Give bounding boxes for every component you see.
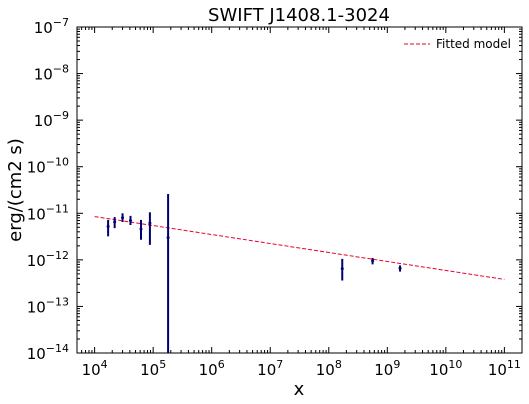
y-tick-label: 10−8 xyxy=(34,63,69,84)
data-marker xyxy=(113,220,117,224)
data-marker xyxy=(398,266,402,270)
y-tick-label: 10−10 xyxy=(27,156,69,177)
data-marker xyxy=(128,218,132,222)
data-marker xyxy=(166,236,170,240)
x-tick-label: 1010 xyxy=(429,358,462,379)
data-marker xyxy=(106,225,110,229)
y-tick-label: 10−14 xyxy=(27,342,69,363)
legend-label-fitted-model: Fitted model xyxy=(436,37,511,51)
x-tick-label: 106 xyxy=(199,358,225,379)
data-marker xyxy=(148,221,152,225)
legend: Fitted model xyxy=(404,37,511,51)
data-point xyxy=(113,217,117,229)
data-point xyxy=(371,257,375,265)
data-point xyxy=(166,193,170,353)
x-tick-label: 1011 xyxy=(488,358,521,379)
data-point xyxy=(106,219,110,237)
x-tick-label: 104 xyxy=(82,358,108,379)
data-marker xyxy=(139,227,143,231)
y-tick-label: 10−12 xyxy=(27,249,69,270)
plot-frame xyxy=(76,26,523,354)
data-marker xyxy=(371,259,375,263)
data-point xyxy=(121,213,125,222)
chart-title: SWIFT J1408.1-3024 xyxy=(208,5,390,26)
y-tick-label: 10−13 xyxy=(27,295,69,316)
data-marker xyxy=(340,267,344,271)
data-point xyxy=(139,219,143,240)
x-tick-labels: 104 105 106 107 108 109 1010 1011 xyxy=(82,358,521,379)
y-axis-label: erg/(cm2 s) xyxy=(5,138,26,242)
data-points xyxy=(106,193,402,353)
data-point xyxy=(128,215,132,226)
fitted-model-line xyxy=(94,216,505,280)
x-tick-label: 107 xyxy=(257,358,283,379)
data-point xyxy=(398,265,402,272)
data-point xyxy=(340,258,344,281)
y-tick-label: 10−11 xyxy=(27,202,69,223)
x-tick-label: 105 xyxy=(140,358,166,379)
data-point xyxy=(148,212,152,245)
y-tick-label: 10−9 xyxy=(34,109,69,130)
data-marker xyxy=(121,216,125,220)
x-axis-label: x xyxy=(294,379,305,400)
axis-ticks xyxy=(76,26,523,354)
y-tick-label: 10−7 xyxy=(34,16,69,37)
y-tick-labels: 10−14 10−13 10−12 10−11 10−10 10−9 10−8 10−7 xyxy=(27,16,69,363)
x-tick-label: 109 xyxy=(374,358,400,379)
x-tick-label: 108 xyxy=(316,358,342,379)
